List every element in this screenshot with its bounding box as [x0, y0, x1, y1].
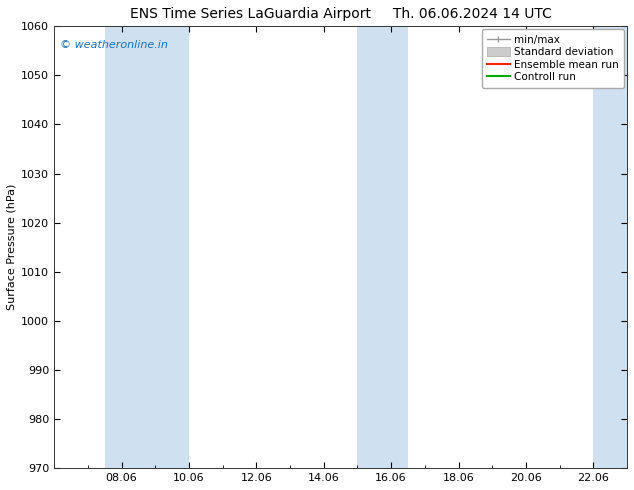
Legend: min/max, Standard deviation, Ensemble mean run, Controll run: min/max, Standard deviation, Ensemble me… [482, 29, 624, 88]
Title: ENS Time Series LaGuardia Airport     Th. 06.06.2024 14 UTC: ENS Time Series LaGuardia Airport Th. 06… [129, 7, 552, 21]
Text: © weatheronline.in: © weatheronline.in [60, 40, 168, 49]
Bar [593, 26, 627, 468]
Bar [358, 26, 408, 468]
Bar [105, 26, 189, 468]
Y-axis label: Surface Pressure (hPa): Surface Pressure (hPa) [7, 184, 17, 311]
